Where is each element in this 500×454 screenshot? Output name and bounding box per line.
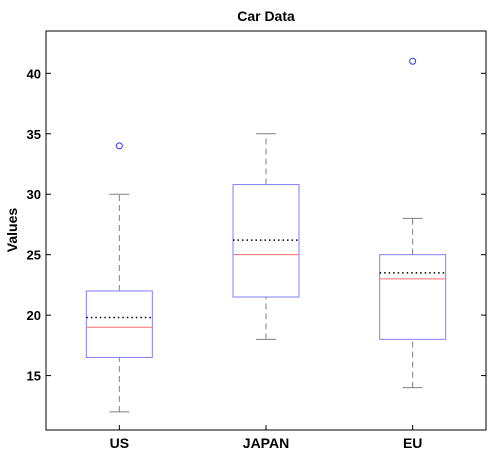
- x-tick-label: EU: [403, 435, 422, 451]
- box-japan: [232, 133, 300, 340]
- x-axis-labels: US JAPAN EU: [110, 425, 422, 451]
- outlier-point: [409, 57, 417, 65]
- y-tick-label: 15: [27, 369, 41, 384]
- box-eu: [379, 57, 447, 389]
- y-tick-label: 30: [27, 187, 41, 202]
- boxes-group: [85, 57, 447, 413]
- x-tick-label: JAPAN: [243, 435, 289, 451]
- plot-area-frame: [45, 30, 487, 431]
- y-axis-ticks: 15 20 25 30 35 40: [27, 66, 486, 384]
- y-tick-label: 25: [27, 248, 41, 263]
- chart-title: Car Data: [237, 8, 295, 24]
- y-tick-label: 40: [27, 66, 41, 81]
- outlier-point: [115, 142, 123, 150]
- y-axis-label: Values: [4, 208, 20, 253]
- y-tick-label: 20: [27, 308, 41, 323]
- box-us: [85, 142, 153, 413]
- x-tick-label: US: [110, 435, 129, 451]
- iqr-box: [379, 254, 447, 340]
- iqr-box: [85, 290, 153, 358]
- y-tick-label: 35: [27, 127, 41, 142]
